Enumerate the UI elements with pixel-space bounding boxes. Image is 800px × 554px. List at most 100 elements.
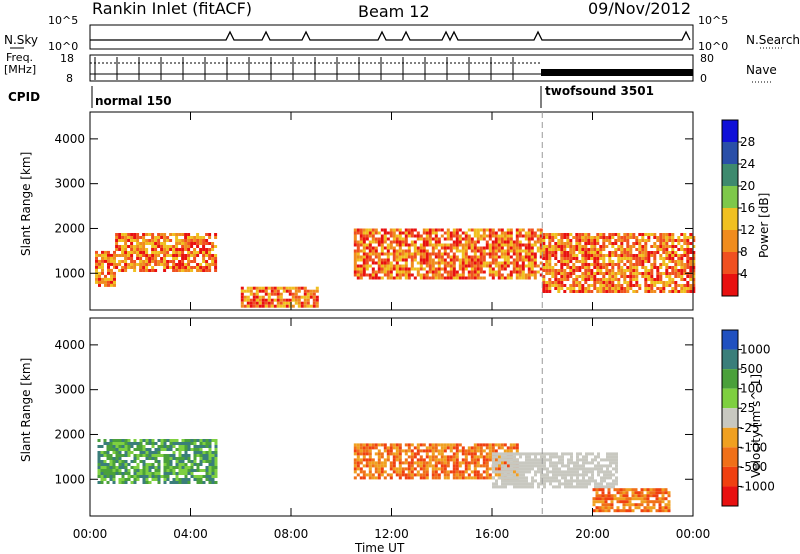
echo-cell [202,457,206,460]
echo-cell [172,454,176,457]
echo-cell [187,454,191,457]
echo-cell [629,251,633,254]
x-tick-label: 08:00 [274,527,309,541]
echo-cell [452,273,456,277]
echo-cell [458,228,462,232]
echo-cell [199,263,203,266]
echo-cell [458,464,462,468]
echo-cell [620,272,624,275]
echo-cell [467,264,471,268]
echo-cell [683,272,687,275]
echo-cell [617,263,621,266]
echo-cell [362,458,366,462]
echo-cell [628,509,632,513]
echo-cell [181,260,185,263]
echo-cell [169,233,173,236]
echo-cell [482,228,486,232]
echo-cell [100,460,104,463]
echo-cell [199,439,203,442]
echo-cell [592,500,596,504]
echo-cell [665,245,669,248]
echo-cell [193,236,197,239]
echo-cell [587,290,591,293]
echo-cell [297,301,301,305]
echo-cell [124,451,128,454]
echo-cell [181,257,185,260]
echo-cell [452,252,456,256]
echo-cell [178,457,182,460]
colorbar-segment [722,230,738,252]
echo-cell [98,283,101,287]
x-tick-label: 00:00 [73,527,108,541]
echo-cell [485,446,489,450]
echo-cell [97,463,101,466]
echo-cell [419,449,423,453]
echo-cell [118,457,122,460]
echo-cell [658,500,662,504]
echo-cell [431,264,435,268]
echo-cell [494,243,498,247]
echo-cell [446,228,450,232]
echo-cell [169,454,173,457]
echo-cell [276,301,280,305]
echo-cell [495,452,498,456]
echo-cell [240,304,244,308]
echo-cell [473,252,477,256]
echo-cell [554,287,558,290]
echo-cell [410,458,414,462]
echo-cell [449,231,453,235]
echo-cell [184,239,188,242]
echo-cell [110,253,113,257]
echo-cell [650,266,654,269]
echo-cell [608,272,612,275]
echo-cell [398,240,402,244]
echo-cell [118,463,122,466]
echo-cell [458,240,462,244]
echo-cell [692,260,696,263]
echo-cell [246,301,250,305]
echo-cell [659,281,663,284]
echo-cell [196,466,200,469]
echo-cell [365,243,369,247]
echo-cell [593,257,597,260]
echo-cell [632,233,636,236]
echo-cell [563,260,567,263]
echo-cell [593,281,597,284]
echo-cell [585,458,588,462]
echo-cell [658,497,662,501]
echo-cell [181,460,185,463]
echo-cell [482,461,486,465]
echo-cell [680,269,684,272]
echo-cell [689,248,693,251]
echo-cell [380,249,384,253]
echo-cell [467,240,471,244]
echo-cell [501,482,504,486]
echo-cell [151,254,155,257]
echo-cell [537,461,540,465]
echo-cell [567,485,570,489]
echo-cell [656,266,660,269]
echo-cell [525,485,528,489]
echo-cell [653,281,657,284]
echo-cell [551,275,555,278]
echo-cell [416,470,420,474]
echo-cell [121,481,125,484]
echo-cell [386,237,390,241]
echo-cell [437,255,441,259]
echo-cell [136,448,140,451]
echo-cell [644,248,648,251]
echo-cell [600,485,603,489]
echo-cell [620,275,624,278]
echo-cell [617,260,621,263]
echo-cell [440,452,444,456]
echo-cell [455,458,459,462]
echo-cell [650,254,654,257]
echo-cell [533,261,537,265]
echo-cell [142,460,146,463]
echo-cell [175,245,179,248]
echo-cell [368,252,372,256]
echo-cell [555,461,558,465]
echo-cell [214,469,218,472]
echo-cell [512,252,516,256]
echo-cell [500,443,504,447]
